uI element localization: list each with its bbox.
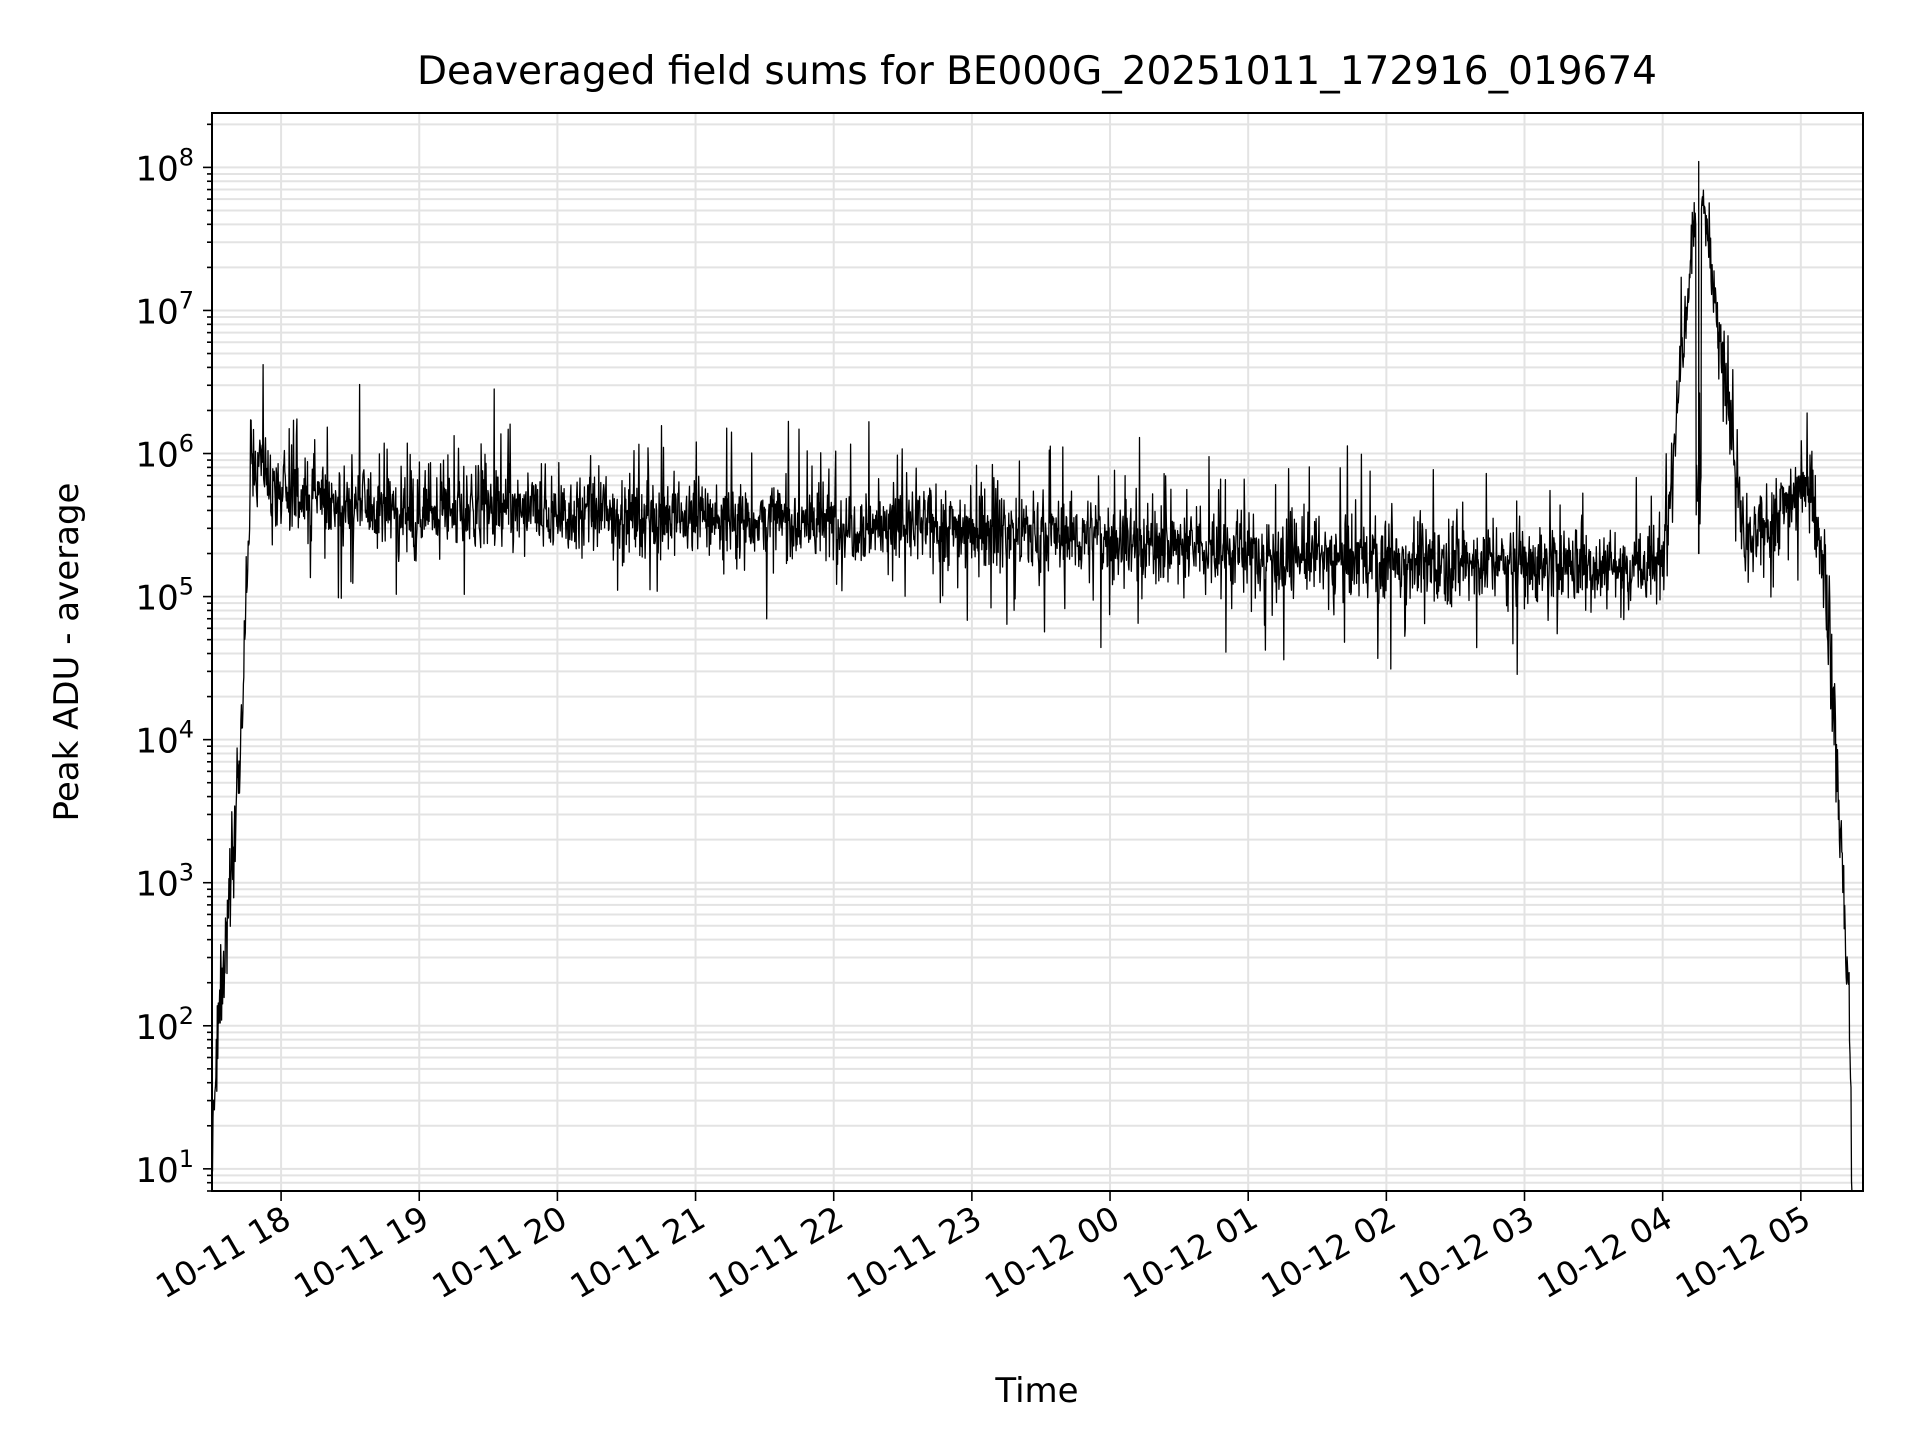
y-tick-label: 103 [135,859,194,905]
y-tick-label: 106 [135,430,194,476]
chart-title: Deaveraged field sums for BE000G_2025101… [417,49,1657,94]
y-tick-label: 107 [135,286,194,332]
series-layer [211,160,1853,1192]
y-tick-label: 108 [135,143,194,189]
y-tick-label: 102 [135,1002,194,1048]
y-tick-label: 104 [135,716,194,762]
y-tick-label: 101 [135,1145,194,1191]
series-line-field-sums [211,160,1853,1192]
x-axis-label: Time [994,1371,1078,1411]
y-tick-label: 105 [135,573,194,619]
y-axis-label: Peak ADU - average [47,483,87,822]
y-axis: 101 102 103 104 105 106 107 108 [135,123,212,1192]
plot-area-frame [211,112,1864,1192]
grid-layer [212,113,1863,1192]
